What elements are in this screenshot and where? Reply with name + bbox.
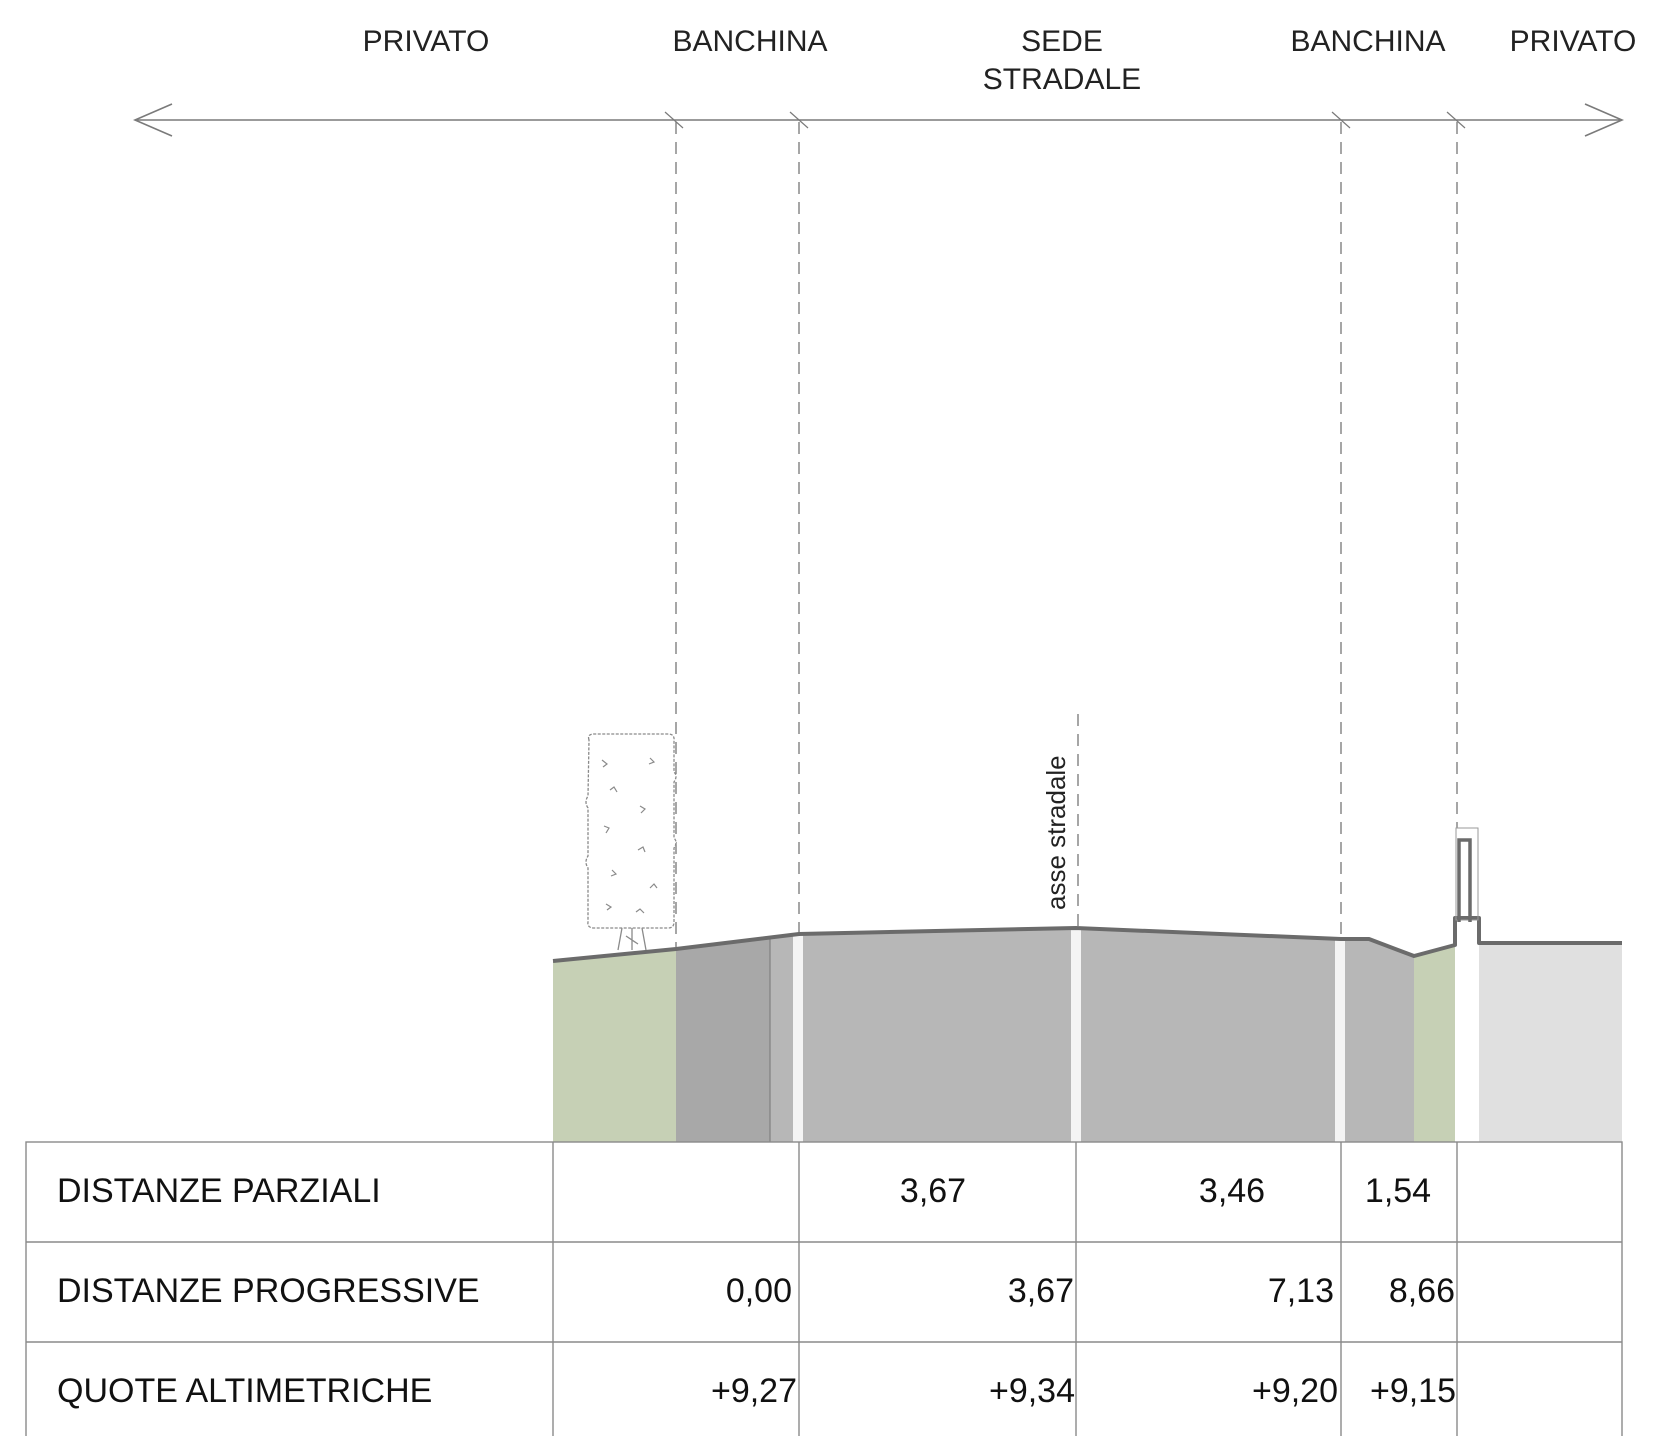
table-cell: 7,13 (1268, 1272, 1334, 1310)
table-cell: 0,00 (726, 1272, 792, 1310)
row-label-distanze-progressive: DISTANZE PROGRESSIVE (57, 1272, 480, 1310)
left-arrowhead (132, 103, 173, 137)
shoulder-dark-area (676, 937, 770, 1142)
zone-label-banchina-left: BANCHINA (672, 25, 827, 58)
table-cell: 3,46 (1199, 1172, 1265, 1210)
tick-mark (789, 111, 809, 129)
road-surface (770, 928, 1414, 1142)
table-cell: +9,15 (1370, 1372, 1456, 1410)
road-axis-label: asse stradale (1041, 755, 1071, 910)
hedge-icon (585, 733, 677, 951)
section-fills (553, 928, 1622, 1142)
tick-mark (1331, 111, 1351, 129)
table-cell: 3,67 (1008, 1272, 1074, 1310)
row-label-distanze-parziali: DISTANZE PARZIALI (57, 1172, 381, 1210)
private-ground-right (1479, 943, 1622, 1142)
table-cell: 1,54 (1365, 1172, 1431, 1210)
road-marking-right (1335, 939, 1345, 1142)
grass-area-left (553, 949, 676, 1142)
zone-label-sede-line1: SEDE (1021, 25, 1103, 58)
dimension-line (132, 103, 1625, 137)
table-cell: 3,67 (900, 1172, 966, 1210)
road-marking-left (793, 934, 803, 1142)
row-label-quote-altimetriche: QUOTE ALTIMETRICHE (57, 1372, 432, 1410)
road-marking-center (1071, 929, 1081, 1142)
table-cell: +9,27 (711, 1372, 797, 1410)
table-cell: +9,20 (1252, 1372, 1338, 1410)
zone-label-privato-left: PRIVATO (363, 25, 490, 58)
fence-post (1455, 827, 1479, 922)
tick-mark (664, 111, 684, 129)
ground-profile-line (552, 916, 1622, 963)
zone-label-privato-right: PRIVATO (1510, 25, 1637, 58)
grass-area-right (1414, 945, 1455, 1142)
zone-label-banchina-right: BANCHINA (1290, 25, 1445, 58)
table-cell: +9,34 (989, 1372, 1075, 1410)
tick-mark (1446, 111, 1466, 129)
right-arrowhead (1584, 103, 1625, 137)
data-table-grid (25, 1141, 1623, 1436)
table-cell: 8,66 (1389, 1272, 1455, 1310)
zone-label-sede-line2: STRADALE (983, 63, 1141, 96)
